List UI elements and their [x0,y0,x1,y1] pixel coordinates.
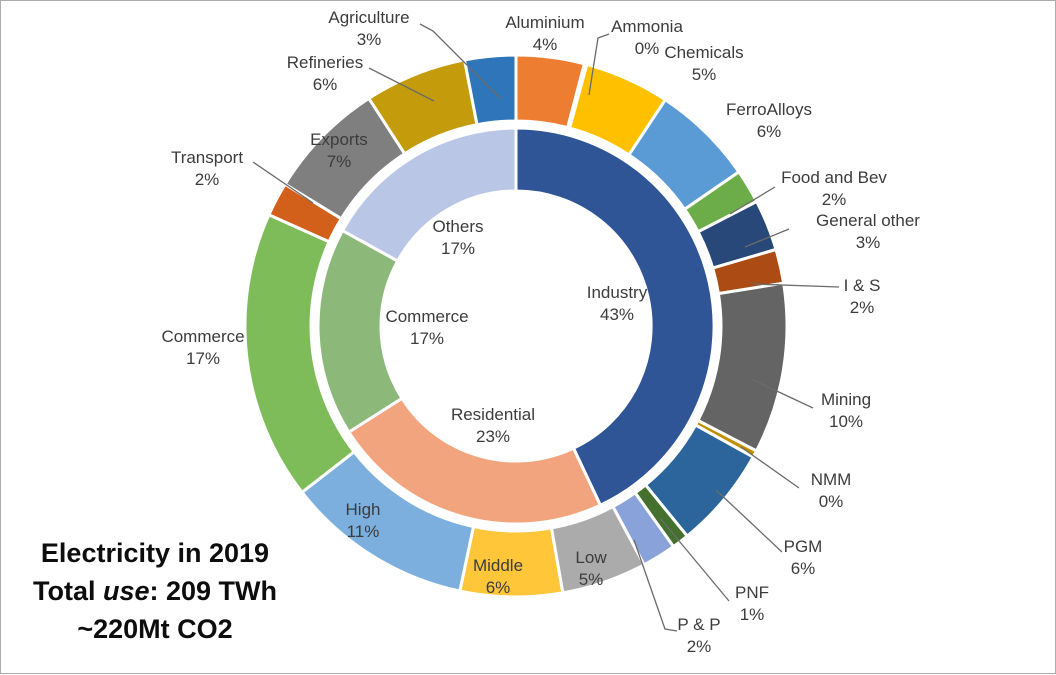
leader-nmm [740,446,800,489]
caption-emissions: ~220Mt CO2 [77,614,233,644]
label-outer-ammonia: Ammonia 0% [611,17,683,58]
label-outer-middle: Middle 6% [473,556,523,597]
chart-caption: Electricity in 2019 Total use: 209 TWh ~… [9,534,301,648]
label-outer-nmm: NMM 0% [811,470,852,511]
caption-title: Electricity in 2019 [40,538,270,568]
leader-food-and-bev [729,186,776,215]
leader-transport [252,161,314,204]
leader-i-s [752,283,840,288]
label-outer-commerce: Commerce 17% [161,327,244,368]
label-outer-p-p: P & P 2% [677,615,720,656]
label-outer-general-other: General other 3% [816,211,920,252]
segment-inner-others [341,126,518,263]
label-outer-i-s: I & S 2% [844,276,881,317]
leader-p-p [633,539,678,632]
leader-ammonia [588,33,610,96]
segment-inner-industry [514,126,716,507]
label-outer-ferroalloys: FerroAlloys 6% [726,100,812,141]
caption-total-suffix: : 209 TWh [149,576,278,606]
label-inner-industry: Industry 43% [587,283,648,324]
segment-outer-agriculture [463,53,518,127]
label-outer-low: Low 5% [575,548,607,589]
caption-total-prefix: Total [32,576,103,606]
label-inner-others: Others 17% [432,217,483,258]
label-outer-pnf: PNF 1% [735,583,769,624]
segment-inner-commerce [316,229,404,434]
label-inner-residential: Residential 23% [451,405,535,446]
label-outer-chemicals: Chemicals 5% [664,43,743,84]
leader-mining [750,378,814,409]
label-outer-pgm: PGM 6% [784,537,823,578]
label-outer-transport: Transport 2% [171,148,243,189]
leader-pgm [715,489,783,553]
label-outer-agriculture: Agriculture 3% [328,8,409,49]
label-outer-high: High 11% [346,500,381,541]
label-outer-aluminium: Aluminium 4% [505,13,584,54]
label-outer-refineries: Refineries 6% [287,53,364,94]
leader-agriculture [419,23,502,100]
label-outer-exports: Exports 7% [310,130,368,171]
leader-refineries [368,67,435,102]
label-outer-mining: Mining 10% [821,390,871,431]
caption-total: Total use: 209 TWh [9,572,301,610]
leader-pnf [659,517,730,602]
label-outer-food-and-bev: Food and Bev 2% [781,168,887,209]
label-inner-commerce: Commerce 17% [385,307,468,348]
leader-general-other [744,228,790,248]
caption-total-use-word: use [102,576,150,606]
